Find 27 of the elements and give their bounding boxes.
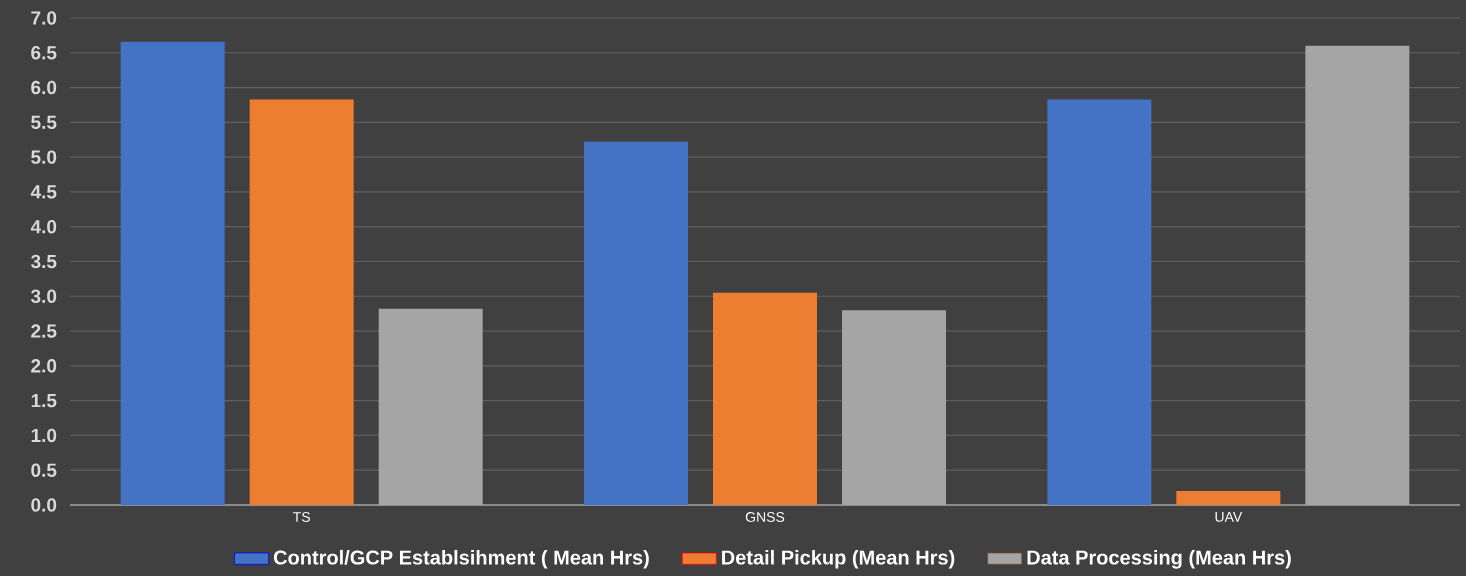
y-tick-label: 2.0 xyxy=(31,359,57,373)
x-tick-label: GNSS xyxy=(745,512,785,522)
x-tick-label: UAV xyxy=(1215,512,1243,522)
y-tick-label: 3.0 xyxy=(30,289,57,304)
bar xyxy=(1047,99,1152,505)
y-tick-label: 2.5 xyxy=(31,324,57,338)
legend-label: Data Processing (Mean Hrs) xyxy=(1027,549,1291,569)
y-tick-label: 5.0 xyxy=(31,150,57,164)
y-tick-label: 7.0 xyxy=(31,11,57,25)
legend-label: Detail Pickup (Mean Hrs) xyxy=(722,549,955,569)
bar xyxy=(1176,491,1281,505)
legend-label: Control/GCP Establsihment ( Mean Hrs) xyxy=(273,549,649,569)
y-tick-label: 6.0 xyxy=(31,80,57,95)
y-tick-label: 3.5 xyxy=(30,254,57,269)
y-tick-label: 1.0 xyxy=(31,428,57,443)
y-tick-label: 0.0 xyxy=(31,498,57,512)
y-tick-label: 6.5 xyxy=(31,46,57,60)
y-tick-label: 0.5 xyxy=(31,463,57,477)
bar xyxy=(120,41,225,505)
y-tick-label: 4.5 xyxy=(30,185,57,199)
y-tick-label: 1.5 xyxy=(31,393,57,408)
bar xyxy=(249,99,354,505)
bar xyxy=(584,141,689,505)
y-tick-label: 5.5 xyxy=(31,115,57,129)
bar xyxy=(713,292,818,505)
x-tick-label: TS xyxy=(293,512,310,522)
y-tick-label: 4.0 xyxy=(30,219,57,234)
